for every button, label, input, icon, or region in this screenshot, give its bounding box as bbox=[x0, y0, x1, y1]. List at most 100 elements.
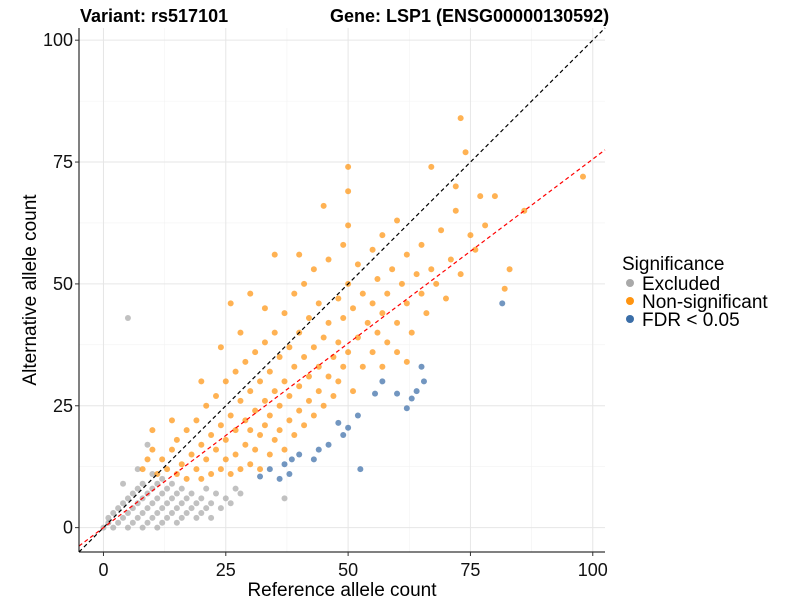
point-non-significant bbox=[403, 358, 410, 365]
point-excluded bbox=[208, 514, 215, 521]
point-non-significant bbox=[227, 471, 234, 478]
point-excluded bbox=[124, 524, 131, 531]
point-excluded bbox=[159, 475, 166, 482]
point-non-significant bbox=[213, 393, 220, 400]
point-non-significant bbox=[345, 188, 352, 195]
point-non-significant bbox=[247, 461, 254, 468]
point-non-significant bbox=[325, 256, 332, 263]
point-non-significant bbox=[232, 427, 239, 434]
point-non-significant bbox=[340, 363, 347, 370]
point-non-significant bbox=[257, 432, 264, 439]
point-fdr-0-05 bbox=[408, 395, 415, 402]
point-non-significant bbox=[506, 266, 513, 273]
point-fdr-0-05 bbox=[394, 390, 401, 397]
point-non-significant bbox=[305, 315, 312, 322]
y-tick-label: 0 bbox=[63, 518, 73, 538]
point-non-significant bbox=[325, 373, 332, 380]
point-excluded bbox=[134, 514, 141, 521]
point-non-significant bbox=[335, 295, 342, 302]
point-non-significant bbox=[374, 329, 381, 336]
point-non-significant bbox=[276, 427, 283, 434]
point-non-significant bbox=[271, 388, 278, 395]
point-non-significant bbox=[423, 310, 430, 317]
point-excluded bbox=[110, 510, 117, 517]
ticks: 0 0 25 25 50 50 75 75 100 100 bbox=[43, 30, 608, 580]
point-non-significant bbox=[252, 446, 259, 453]
point-non-significant bbox=[237, 329, 244, 336]
point-non-significant bbox=[217, 344, 224, 351]
point-non-significant bbox=[168, 417, 175, 424]
point-non-significant bbox=[310, 266, 317, 273]
point-excluded bbox=[144, 505, 151, 512]
point-non-significant bbox=[208, 471, 215, 478]
legend-key-non-significant bbox=[626, 297, 634, 305]
point-non-significant bbox=[178, 461, 185, 468]
point-non-significant bbox=[247, 290, 254, 297]
point-non-significant bbox=[247, 388, 254, 395]
point-excluded bbox=[105, 514, 112, 521]
point-non-significant bbox=[310, 412, 317, 419]
point-non-significant bbox=[354, 334, 361, 341]
point-non-significant bbox=[477, 193, 484, 200]
point-non-significant bbox=[217, 422, 224, 429]
point-non-significant bbox=[491, 193, 498, 200]
point-fdr-0-05 bbox=[345, 424, 352, 431]
x-tick-label: 0 bbox=[98, 560, 108, 580]
point-excluded bbox=[178, 514, 185, 521]
point-non-significant bbox=[403, 251, 410, 258]
point-excluded bbox=[203, 505, 210, 512]
point-excluded bbox=[188, 490, 195, 497]
point-excluded bbox=[168, 480, 175, 487]
point-non-significant bbox=[203, 402, 210, 409]
point-non-significant bbox=[276, 402, 283, 409]
point-fdr-0-05 bbox=[257, 473, 264, 480]
point-non-significant bbox=[242, 441, 249, 448]
point-non-significant bbox=[183, 427, 190, 434]
point-fdr-0-05 bbox=[296, 451, 303, 458]
point-non-significant bbox=[291, 290, 298, 297]
point-non-significant bbox=[301, 354, 308, 361]
point-excluded bbox=[173, 490, 180, 497]
point-non-significant bbox=[379, 363, 386, 370]
point-non-significant bbox=[237, 397, 244, 404]
point-excluded bbox=[144, 490, 151, 497]
point-non-significant bbox=[286, 417, 293, 424]
legend-key-excluded bbox=[626, 279, 634, 287]
point-excluded bbox=[213, 490, 220, 497]
point-non-significant bbox=[213, 446, 220, 453]
point-non-significant bbox=[257, 466, 264, 473]
point-non-significant bbox=[359, 290, 366, 297]
point-non-significant bbox=[286, 344, 293, 351]
point-non-significant bbox=[266, 451, 273, 458]
point-excluded bbox=[227, 500, 234, 507]
point-non-significant bbox=[271, 436, 278, 443]
point-non-significant bbox=[379, 232, 386, 239]
point-non-significant bbox=[296, 383, 303, 390]
point-non-significant bbox=[579, 173, 586, 180]
point-non-significant bbox=[168, 446, 175, 453]
point-excluded bbox=[164, 485, 171, 492]
point-non-significant bbox=[438, 227, 445, 234]
point-fdr-0-05 bbox=[310, 456, 317, 463]
point-non-significant bbox=[457, 271, 464, 278]
point-non-significant bbox=[159, 456, 166, 463]
point-non-significant bbox=[149, 446, 156, 453]
point-non-significant bbox=[433, 280, 440, 287]
point-non-significant bbox=[442, 295, 449, 302]
point-excluded bbox=[149, 514, 156, 521]
point-non-significant bbox=[364, 319, 371, 326]
point-fdr-0-05 bbox=[335, 419, 342, 426]
point-non-significant bbox=[198, 378, 205, 385]
point-excluded bbox=[124, 315, 131, 322]
point-excluded bbox=[115, 505, 122, 512]
point-excluded bbox=[159, 490, 166, 497]
point-non-significant bbox=[369, 300, 376, 307]
point-excluded bbox=[144, 441, 151, 448]
point-non-significant bbox=[296, 407, 303, 414]
point-non-significant bbox=[232, 451, 239, 458]
point-non-significant bbox=[345, 163, 352, 170]
point-non-significant bbox=[369, 349, 376, 356]
point-non-significant bbox=[369, 246, 376, 253]
point-excluded bbox=[149, 500, 156, 507]
point-non-significant bbox=[227, 412, 234, 419]
